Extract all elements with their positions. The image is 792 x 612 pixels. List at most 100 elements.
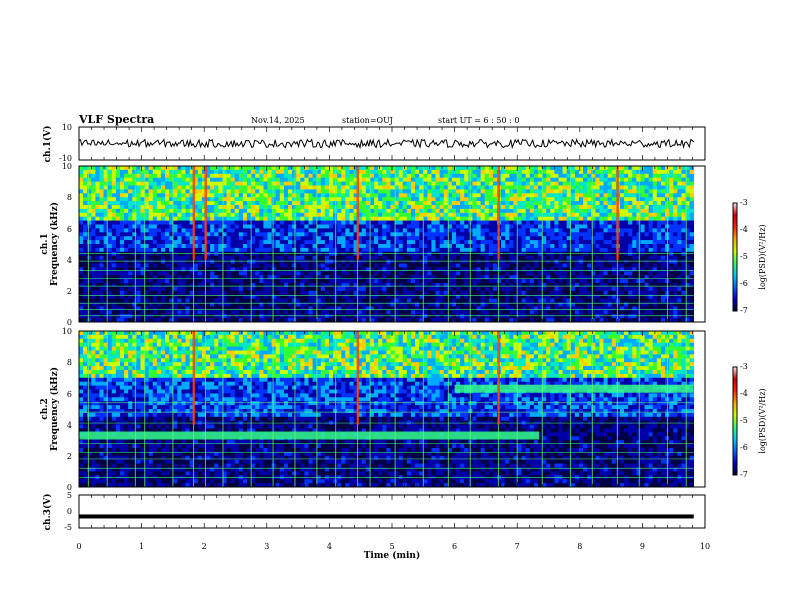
- spectrogram-cell: [312, 208, 317, 214]
- spectrogram-cell: [279, 236, 285, 241]
- spectrogram-cell: [324, 236, 330, 241]
- spectrogram-cell: [476, 205, 481, 210]
- spectrogram-cell: [488, 181, 494, 186]
- spectrogram-cell: [341, 228, 346, 233]
- spectrogram-cell: [349, 240, 354, 245]
- spectrogram-cell: [386, 247, 391, 253]
- spectrogram-cell: [488, 185, 494, 190]
- spectrogram-cell: [488, 197, 494, 202]
- spectrogram-cell: [505, 298, 510, 303]
- spectrogram-cell: [115, 310, 121, 315]
- spectrogram-cell: [394, 310, 399, 315]
- spectrogram-cell: [542, 181, 547, 186]
- spectrogram-cell: [365, 205, 371, 210]
- spectrogram-cell: [140, 263, 145, 268]
- spectrogram-cell: [242, 279, 248, 284]
- spectrogram-cell: [259, 240, 264, 245]
- spectrogram-cell: [222, 302, 227, 307]
- spectrogram-cell: [111, 271, 117, 276]
- spectrogram-cell: [460, 181, 465, 186]
- spectrogram-cell: [91, 197, 96, 202]
- spectrogram-cell: [570, 208, 576, 214]
- spectrogram-cell: [316, 181, 322, 186]
- spectrogram-cell: [480, 185, 486, 190]
- spectrogram-cell: [484, 294, 490, 299]
- spectrogram-cell: [95, 197, 100, 202]
- spectrogram-cell: [345, 255, 350, 260]
- spectrogram-cell: [201, 197, 207, 202]
- spectrogram-cell: [419, 286, 424, 292]
- spectrogram-cell: [312, 173, 317, 178]
- spectrogram-cell: [583, 236, 588, 241]
- spectrogram-cell: [546, 267, 551, 272]
- spectrogram-cell: [103, 302, 108, 307]
- spectrogram-cell: [456, 279, 461, 284]
- spectrogram-cell: [460, 220, 465, 225]
- spectrogram-cell: [234, 181, 240, 186]
- spectrogram-cell: [390, 201, 395, 206]
- spectrogram-cell: [79, 181, 84, 186]
- spectrogram-cell: [443, 197, 449, 202]
- spectrogram-cell: [390, 216, 395, 221]
- spectrogram-cell: [460, 236, 465, 241]
- spectrogram-cell: [419, 166, 424, 171]
- spectrogram-cell: [398, 318, 404, 323]
- spectrogram-cell: [386, 286, 391, 292]
- spectrogram-cell: [533, 220, 539, 225]
- spectrogram-cell: [230, 302, 236, 307]
- spectrogram-cell: [107, 294, 113, 299]
- spectrogram-cell: [226, 306, 231, 311]
- spectrogram-cell: [95, 255, 100, 260]
- spectrogram-cell: [136, 166, 141, 171]
- spectrogram-cell: [337, 244, 342, 249]
- spectrogram-cell: [501, 294, 506, 299]
- spectrogram-cell: [185, 294, 190, 299]
- spectrogram-cell: [394, 166, 399, 171]
- spectrogram-cell: [443, 255, 449, 260]
- spectrogram-cell: [349, 173, 354, 178]
- spectrogram-cell: [554, 228, 559, 233]
- spectrogram-cell: [439, 197, 445, 202]
- spectrogram-cell: [247, 259, 252, 264]
- spectrogram-cell: [144, 216, 149, 221]
- spectrogram-cell: [492, 189, 498, 194]
- spectrogram-cell: [222, 201, 227, 206]
- spectrogram-cell: [484, 286, 490, 292]
- spectrogram-cell: [328, 173, 334, 178]
- spectrogram-cell: [456, 294, 461, 299]
- spectrogram-cell: [472, 216, 477, 221]
- spectrogram-cell: [173, 208, 178, 214]
- spectrogram-cell: [140, 181, 145, 186]
- spectrogram-cell: [365, 177, 371, 182]
- spectrogram-cell: [222, 298, 227, 303]
- spectrogram-cell: [79, 283, 84, 288]
- spectrogram-cell: [562, 275, 567, 280]
- spectrogram-cell: [267, 236, 272, 241]
- spectrogram-cell: [296, 247, 301, 253]
- spectrogram-cell: [83, 255, 88, 260]
- spectrogram-cell: [419, 208, 424, 214]
- spectrogram-cell: [279, 169, 285, 175]
- spectrogram-cell: [345, 263, 350, 268]
- spectrogram-cell: [533, 244, 539, 249]
- spectrogram-cell: [193, 290, 199, 295]
- spectrogram-cell: [554, 224, 559, 229]
- spectrogram-cell: [247, 181, 252, 186]
- spectrogram-cell: [156, 240, 162, 245]
- spectrogram-cell: [169, 236, 174, 241]
- spectrogram-cell: [546, 228, 551, 233]
- spectrogram-cell: [337, 279, 342, 284]
- spectrogram-cell: [238, 216, 244, 221]
- spectrogram-cell: [169, 228, 174, 233]
- spectrogram-cell: [423, 247, 428, 253]
- spectrogram-cell: [283, 267, 289, 272]
- spectrogram-cell: [238, 189, 244, 194]
- spectrogram-cell: [83, 208, 88, 214]
- spectrogram-cell: [369, 318, 375, 323]
- spectrogram-cell: [402, 244, 408, 249]
- spectrogram-cell: [410, 298, 416, 303]
- spectrogram-cell: [169, 216, 174, 221]
- spectrogram-cell: [132, 275, 137, 280]
- spectrogram-cell: [382, 193, 387, 198]
- spectrogram-cell: [267, 286, 272, 292]
